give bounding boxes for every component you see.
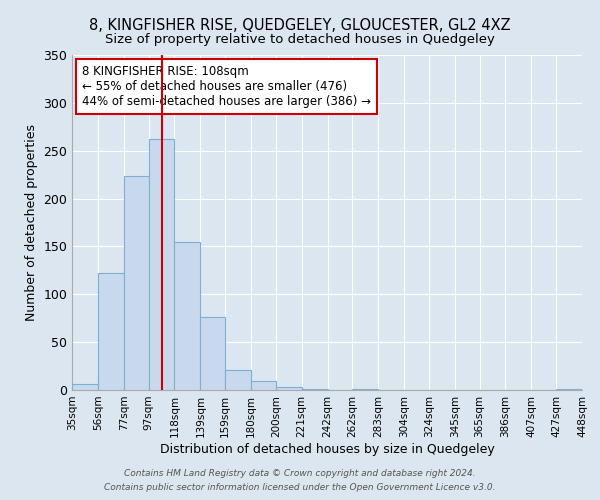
Text: Contains public sector information licensed under the Open Government Licence v3: Contains public sector information licen…: [104, 484, 496, 492]
Bar: [149, 139, 175, 390]
Text: 8 KINGFISHER RISE: 108sqm
← 55% of detached houses are smaller (476)
44% of semi: 8 KINGFISHER RISE: 108sqm ← 55% of detac…: [82, 65, 371, 108]
Bar: [352, 389, 378, 390]
Bar: [225, 370, 251, 390]
Bar: [302, 389, 328, 390]
Bar: [175, 242, 200, 390]
Text: Contains HM Land Registry data © Crown copyright and database right 2024.: Contains HM Land Registry data © Crown c…: [124, 468, 476, 477]
Text: Size of property relative to detached houses in Quedgeley: Size of property relative to detached ho…: [105, 32, 495, 46]
Bar: [556, 389, 582, 390]
Bar: [98, 273, 124, 390]
X-axis label: Distribution of detached houses by size in Quedgeley: Distribution of detached houses by size …: [160, 442, 494, 456]
Bar: [124, 176, 149, 390]
Bar: [251, 382, 276, 390]
Y-axis label: Number of detached properties: Number of detached properties: [25, 124, 38, 321]
Bar: [200, 318, 225, 390]
Bar: [72, 384, 98, 390]
Bar: [276, 387, 302, 390]
Text: 8, KINGFISHER RISE, QUEDGELEY, GLOUCESTER, GL2 4XZ: 8, KINGFISHER RISE, QUEDGELEY, GLOUCESTE…: [89, 18, 511, 32]
